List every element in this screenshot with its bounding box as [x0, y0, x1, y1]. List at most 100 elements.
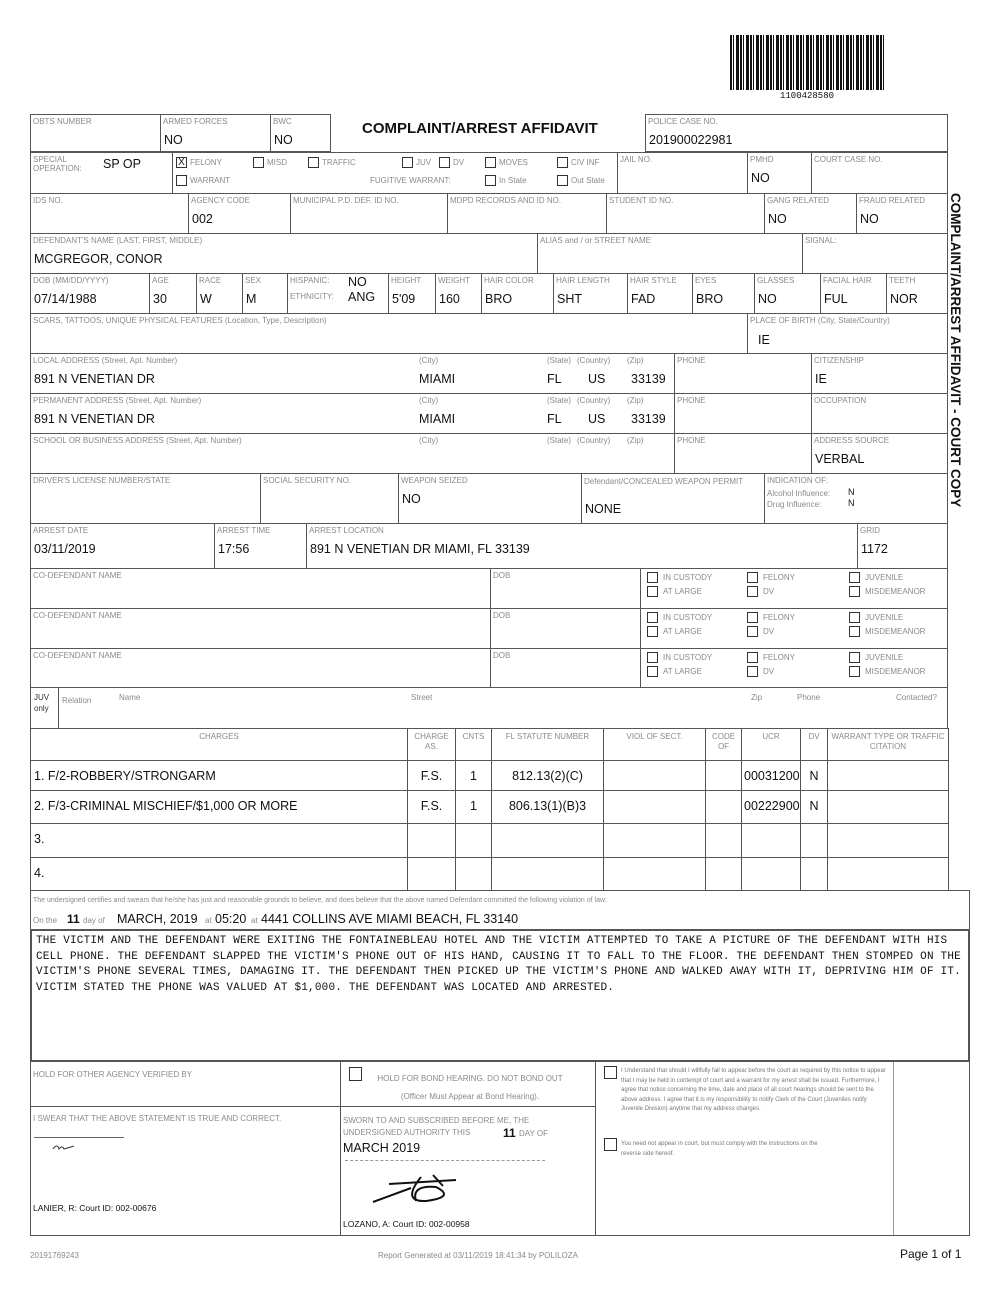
felony-checkbox[interactable]	[747, 652, 758, 663]
header-label: FL STATUTE NUMBER	[505, 732, 590, 741]
understand-checkbox[interactable]	[604, 1066, 617, 1079]
charge-cell	[827, 760, 949, 791]
header-label: CODE OF	[711, 732, 736, 751]
field-label: SOCIAL SECURITY NO.	[263, 476, 352, 485]
charges-header-cell: UCR	[741, 728, 801, 761]
charges-header-cell: CHARGES	[30, 728, 408, 761]
in-custody-checkbox[interactable]	[647, 572, 658, 583]
charge-cell: F.S.	[407, 790, 456, 824]
co-defendant-dob: DOB	[490, 568, 641, 609]
field-label: at	[251, 916, 258, 925]
fraud-related: FRAUD RELATED NO	[856, 193, 948, 234]
charge-cell	[603, 857, 706, 891]
juvenile-checkbox[interactable]	[849, 652, 860, 663]
field-label: MISDEMEANOR	[865, 667, 926, 676]
field-label: DV	[763, 627, 775, 636]
out-state-checkbox[interactable]	[557, 175, 568, 186]
at-large-checkbox[interactable]	[647, 666, 658, 677]
co-defendant-dob: DOB	[490, 648, 641, 689]
field-label: MISD	[267, 158, 287, 167]
charge-cell	[741, 823, 801, 858]
civ-inf-checkbox[interactable]	[557, 157, 568, 168]
dv-checkbox[interactable]	[747, 666, 758, 677]
field-value: W	[200, 292, 212, 306]
in-custody-checkbox[interactable]	[647, 652, 658, 663]
misd-checkbox[interactable]	[253, 157, 264, 168]
juvenile-checkbox[interactable]	[849, 572, 860, 583]
cell-value: N	[809, 799, 819, 813]
indication-of: INDICATION OF: Alcohol Influence: N Drug …	[764, 473, 948, 524]
charge-cell: 1	[455, 790, 492, 824]
field-value: 33139	[631, 412, 666, 426]
juvenile-contact-row: JUV only Relation Name Street Zip Phone …	[30, 687, 948, 729]
concealed-weapon-permit: Defendant/CONCEALED WEAPON PERMIT NONE	[581, 473, 765, 524]
at-large-checkbox[interactable]	[647, 586, 658, 597]
field-label: at	[205, 916, 212, 925]
cell-value: F.S.	[420, 799, 443, 813]
field-label: SWORN TO AND SUBSCRIBED BEFORE ME, THE U…	[343, 1116, 530, 1137]
juvenile-checkbox[interactable]	[849, 612, 860, 623]
weapon-seized: WEAPON SEIZED NO	[398, 473, 582, 524]
field-label: AGENCY CODE	[191, 196, 250, 205]
field-label: (City)	[419, 356, 439, 365]
field-value: 11	[503, 1126, 516, 1140]
field-value: 07/14/1988	[34, 292, 97, 306]
misdemeanor-checkbox[interactable]	[849, 626, 860, 637]
field-value: 4441 COLLINS AVE MIAMI BEACH, FL 33140	[261, 912, 519, 926]
cell-value: F.S.	[420, 769, 443, 783]
charge-cell: N	[800, 760, 828, 791]
field-label: IN CUSTODY	[663, 653, 713, 662]
warrant-checkbox[interactable]	[176, 175, 187, 186]
alias: ALIAS and / or STREET NAME	[537, 233, 803, 274]
ids-no: IDS NO.	[30, 193, 189, 234]
local-phone: PHONE	[674, 353, 812, 394]
co-defendant-name: CO-DEFENDANT NAME	[30, 568, 491, 609]
at-large-checkbox[interactable]	[647, 626, 658, 637]
ssn: SOCIAL SECURITY NO.	[260, 473, 399, 524]
dv-checkbox[interactable]	[747, 626, 758, 637]
dob: DOB (MM/DD/YYYY) 07/14/1988	[30, 273, 150, 314]
authority-signature	[372, 1174, 457, 1203]
field-value: LOZANO, A: Court ID: 002-00958	[343, 1219, 470, 1229]
field-label: STUDENT ID NO.	[609, 196, 674, 205]
moves-checkbox[interactable]	[485, 157, 496, 168]
drivers-license: DRIVER'S LICENSE NUMBER/STATE	[30, 473, 261, 524]
charge-cell	[491, 823, 604, 858]
field-value: IE	[815, 372, 827, 386]
field-label: FUGITIVE WARRANT:	[370, 176, 451, 185]
field-label: (Country)	[577, 356, 611, 365]
field-label: JUVENILE	[865, 653, 904, 662]
misdemeanor-checkbox[interactable]	[849, 666, 860, 677]
field-label: MISDEMEANOR	[865, 587, 926, 596]
hair-color: HAIR COLOR BRO	[481, 273, 554, 314]
field-label: DOB	[493, 651, 511, 660]
field-label: TEETH	[889, 276, 916, 285]
in-custody-checkbox[interactable]	[647, 612, 658, 623]
misdemeanor-checkbox[interactable]	[849, 586, 860, 597]
field-label: DV	[453, 158, 465, 167]
field-value: NO	[348, 275, 367, 289]
field-label: Out State	[571, 176, 605, 185]
field-label: AT LARGE	[663, 627, 702, 636]
felony-checkbox[interactable]	[747, 572, 758, 583]
dv-checkbox[interactable]	[747, 586, 758, 597]
side-label: COMPLAINT/ARREST AFFIDAVIT - COURT COPY	[948, 193, 963, 508]
need-not-appear-checkbox[interactable]	[604, 1138, 617, 1151]
field-value: 11	[67, 912, 80, 926]
traffic-checkbox[interactable]	[308, 157, 319, 168]
charge-cell: 3.	[30, 823, 408, 858]
field-label: (Zip)	[627, 436, 644, 445]
dv-checkbox[interactable]	[439, 157, 450, 168]
hold-bond-checkbox[interactable]	[349, 1067, 362, 1081]
in-state-checkbox[interactable]	[485, 175, 496, 186]
juv-checkbox[interactable]	[402, 157, 413, 168]
felony-checkbox[interactable]	[747, 612, 758, 623]
field-label: LOCAL ADDRESS (Street, Apt. Number)	[33, 356, 178, 365]
co-defendant-status: IN CUSTODY AT LARGE FELONY DV JUVENILE M…	[640, 608, 948, 649]
field-label: INDICATION OF:	[767, 476, 829, 485]
felony-checkbox[interactable]: X	[176, 157, 187, 168]
field-value: NONE	[585, 502, 622, 516]
field-label: OBTS NUMBER	[33, 117, 92, 126]
pmhd: PMHD NO	[747, 152, 812, 194]
field-label: ADDRESS SOURCE	[814, 436, 890, 445]
